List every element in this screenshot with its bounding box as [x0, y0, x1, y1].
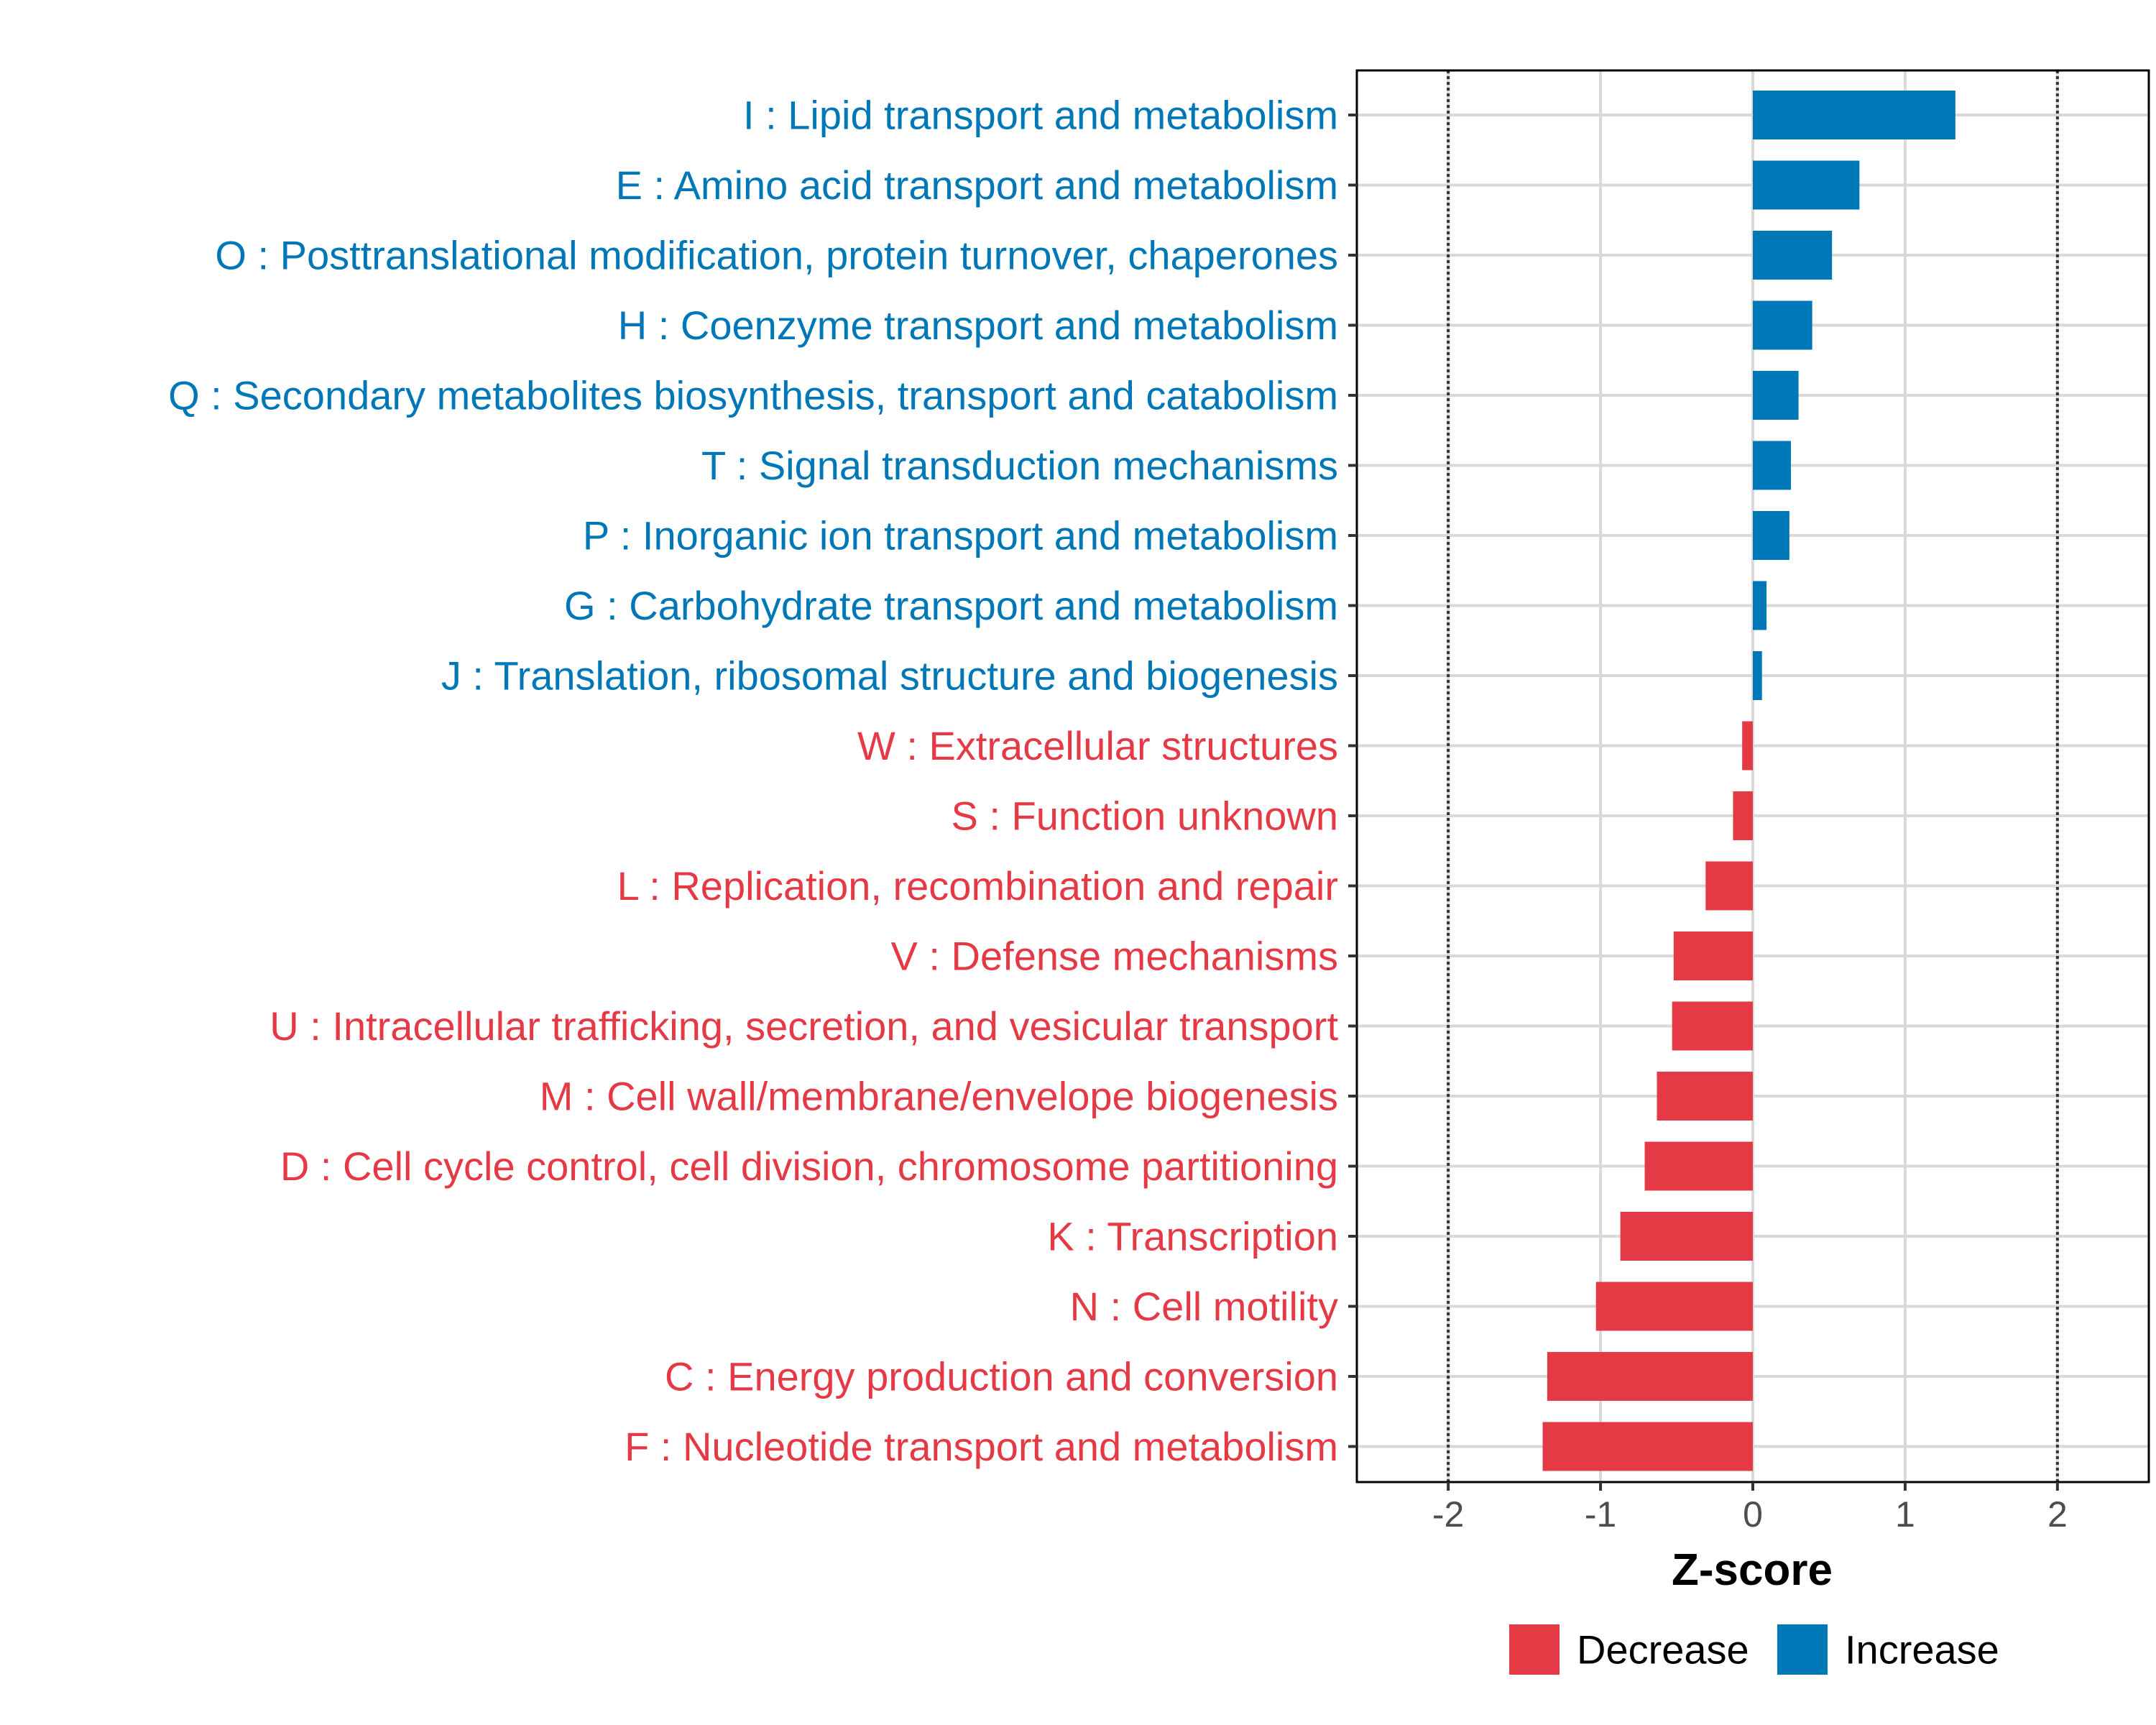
legend-label-decrease: Decrease: [1577, 1627, 1749, 1673]
bar-e: [1753, 160, 1860, 210]
grid-layer: [1357, 70, 2149, 1482]
bar-m: [1657, 1072, 1753, 1121]
category-labels: I : Lipid transport and metabolism E : Am…: [168, 93, 1357, 1469]
bar-k: [1620, 1212, 1753, 1261]
bar-p: [1753, 511, 1789, 560]
category-label: J : Translation, ribosomal structure and…: [441, 653, 1338, 699]
category-label: S : Function unknown: [951, 794, 1338, 839]
bar-t: [1753, 441, 1791, 490]
category-label: D : Cell cycle control, cell division, c…: [280, 1144, 1338, 1189]
legend-key-increase: [1777, 1624, 1828, 1675]
category-label: U : Intracellular trafficking, secretion…: [270, 1003, 1338, 1049]
legend-label-increase: Increase: [1845, 1627, 1999, 1673]
bar-i: [1753, 91, 1955, 139]
bar-g: [1753, 581, 1767, 630]
category-label: L : Replication, recombination and repai…: [617, 863, 1338, 908]
category-label: V : Defense mechanisms: [891, 934, 1338, 979]
category-label: O : Posttranslational modification, prot…: [215, 233, 1338, 278]
bar-u: [1672, 1001, 1753, 1051]
category-label: F : Nucleotide transport and metabolism: [625, 1424, 1338, 1469]
category-label: E : Amino acid transport and metabolism: [616, 162, 1338, 208]
x-axis-title: Z-score: [1672, 1545, 1833, 1595]
bar-j: [1753, 651, 1762, 700]
bar-s: [1733, 791, 1753, 840]
bar-q: [1753, 371, 1799, 420]
bar-v: [1673, 932, 1753, 980]
category-label: G : Carbohydrate transport and metabolis…: [564, 583, 1338, 628]
bar-o: [1753, 231, 1833, 280]
category-label: N : Cell motility: [1070, 1284, 1338, 1329]
bar-l: [1705, 861, 1753, 911]
category-label: W : Extracellular structures: [857, 723, 1338, 768]
x-tick-label: 0: [1743, 1494, 1763, 1535]
legend: Decrease Increase: [1509, 1624, 1999, 1675]
x-tick-label: 2: [2047, 1494, 2068, 1535]
bar-w: [1742, 721, 1753, 770]
category-label: M : Cell wall/membrane/envelope biogenes…: [540, 1074, 1338, 1119]
legend-key-decrease: [1509, 1624, 1560, 1675]
category-label: I : Lipid transport and metabolism: [743, 93, 1338, 138]
bar-f: [1542, 1422, 1753, 1471]
x-axis: -2 -1 0 1 2: [1432, 1482, 2068, 1535]
category-label: P : Inorganic ion transport and metaboli…: [583, 513, 1338, 558]
bar-n: [1595, 1282, 1753, 1331]
category-label: Q : Secondary metabolites biosynthesis, …: [168, 373, 1338, 418]
category-label: T : Signal transduction mechanisms: [701, 443, 1338, 488]
bars-layer: [1542, 91, 1955, 1471]
x-tick-label: -2: [1432, 1494, 1464, 1535]
x-tick-label: -1: [1585, 1494, 1616, 1535]
bar-c: [1547, 1352, 1753, 1401]
category-label: K : Transcription: [1047, 1214, 1338, 1259]
bar-h: [1753, 300, 1812, 350]
bar-d: [1644, 1141, 1753, 1191]
category-label: C : Energy production and conversion: [665, 1354, 1338, 1399]
category-label: H : Coenzyme transport and metabolism: [618, 303, 1338, 348]
x-tick-label: 1: [1895, 1494, 1915, 1535]
